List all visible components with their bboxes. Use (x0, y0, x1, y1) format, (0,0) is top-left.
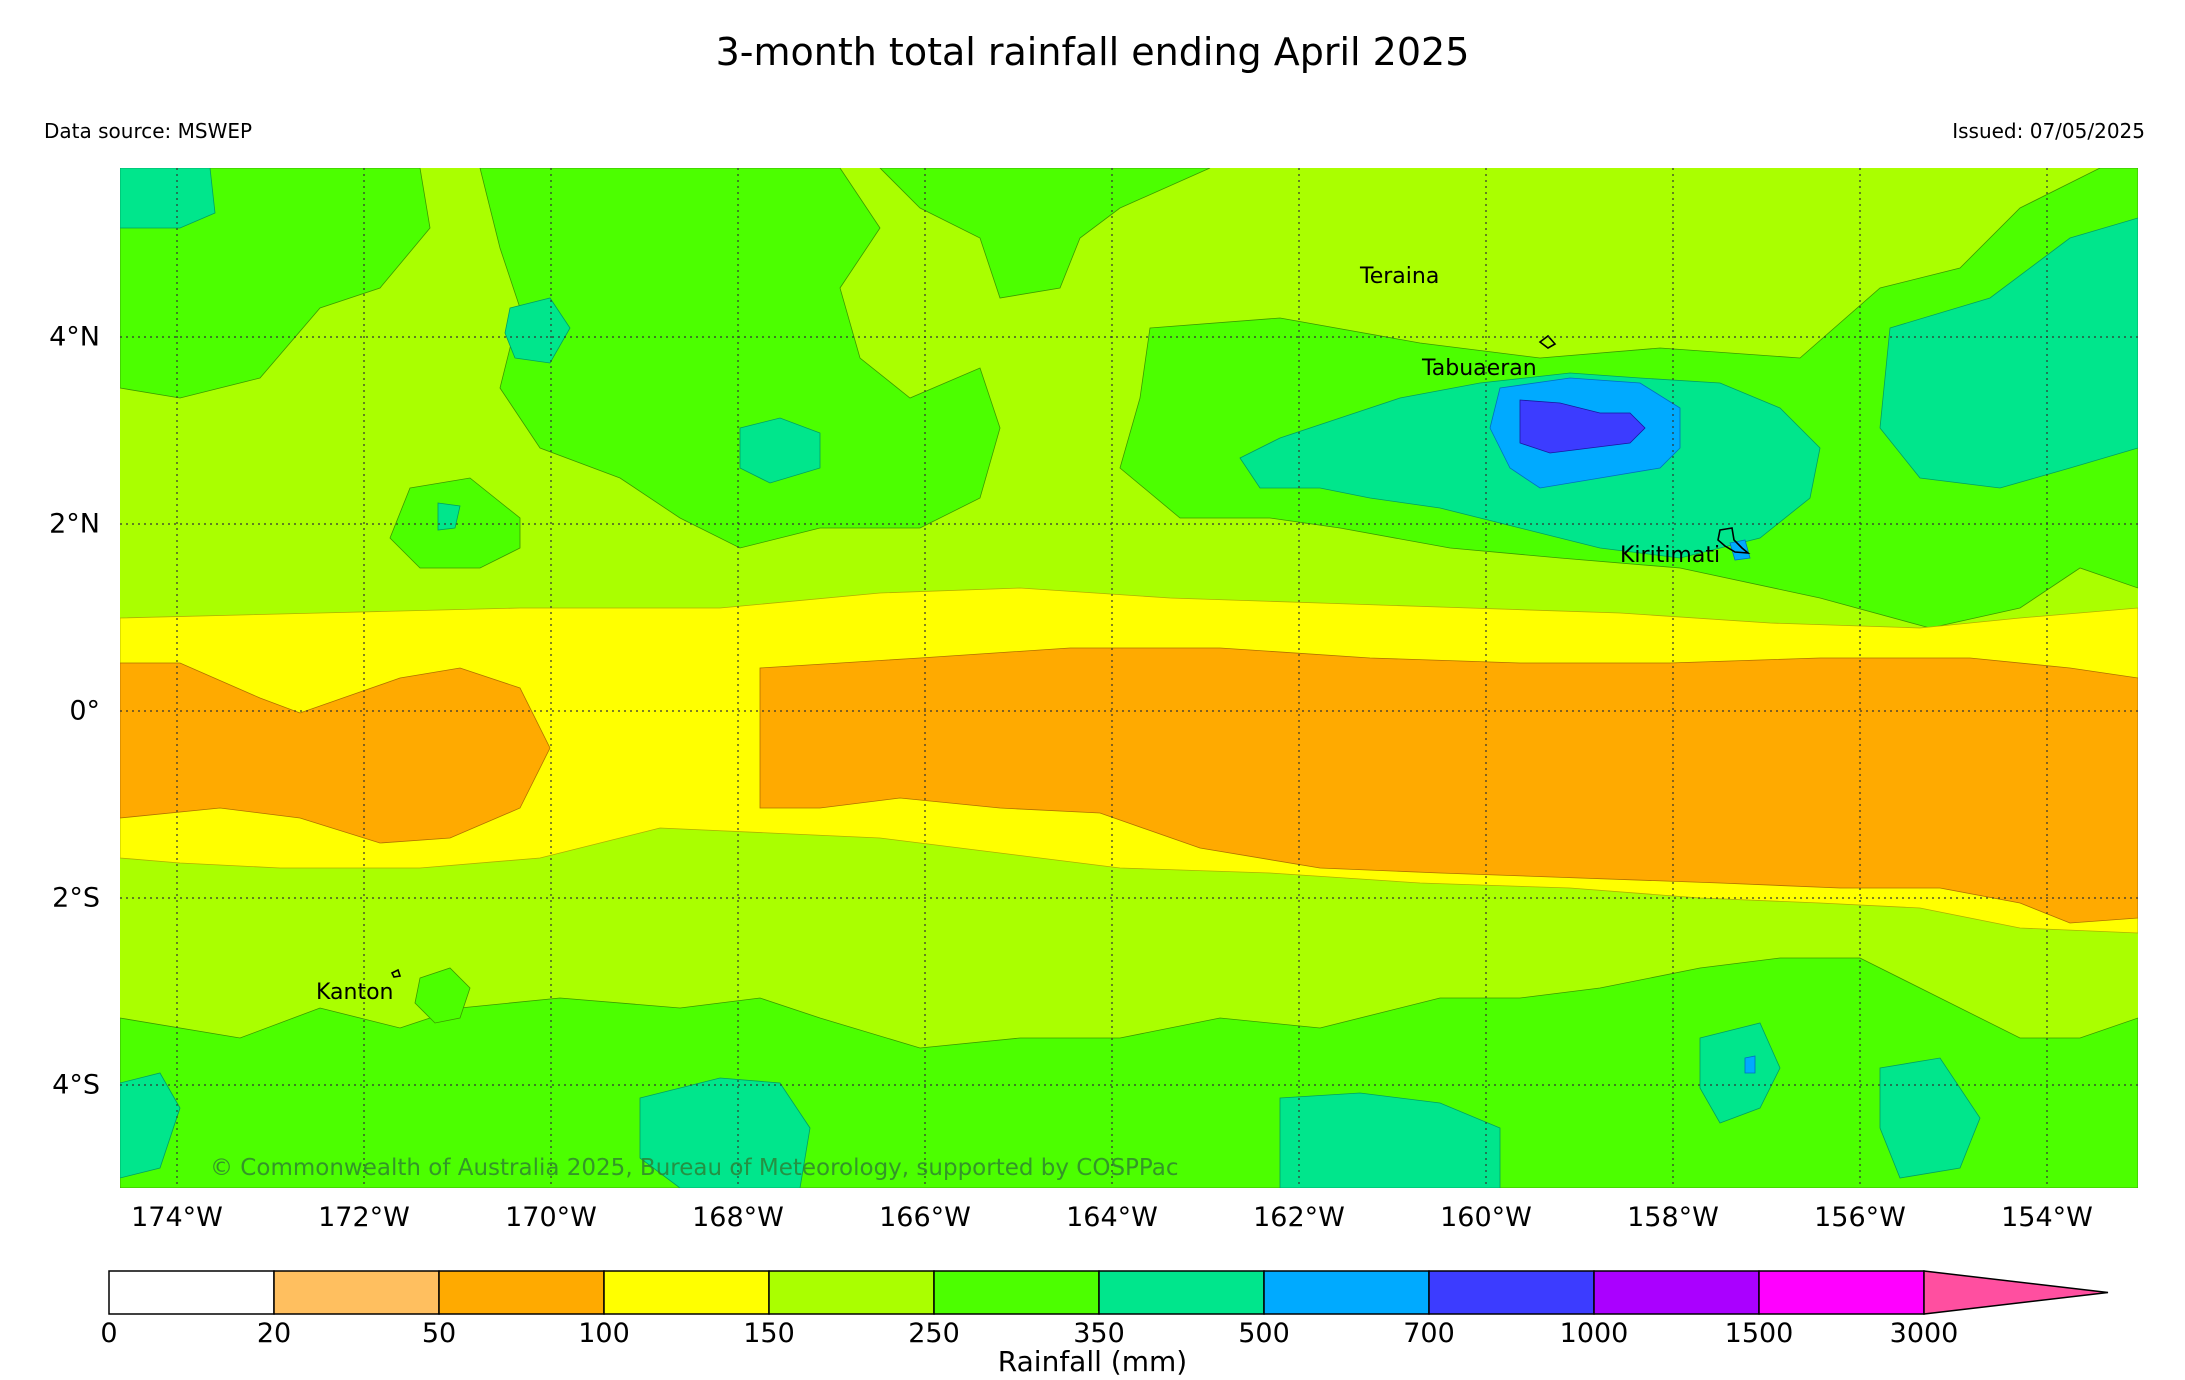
x-tick-160w: 160°W (1440, 1202, 1532, 1233)
island-outline-tabuaeran (1538, 334, 1557, 349)
rainfall-band-350-500-south-far-east (1879, 1057, 1981, 1179)
y-tick-2s: 2°S (52, 882, 100, 914)
x-tick-158w: 158°W (1627, 1202, 1719, 1233)
colorbar-swatch (1263, 1270, 1430, 1315)
place-label-kiritimati: Kiritimati (1620, 543, 1721, 568)
place-label-kanton: Kanton (316, 980, 394, 1005)
x-tick-172w: 172°W (318, 1202, 410, 1233)
colorbar-tick-label: 0 (100, 1318, 118, 1349)
x-tick-170w: 170°W (505, 1202, 597, 1233)
island-outline-kiritimati (1717, 527, 1751, 554)
colorbar-tick-label: 150 (743, 1318, 795, 1349)
place-label-teraina: Teraina (1360, 264, 1440, 289)
colorbar-swatch (1593, 1270, 1760, 1315)
colorbar-swatch (768, 1270, 935, 1315)
rainfall-band-250-350-south (120, 957, 2138, 1188)
colorbar-label: Rainfall (mm) (997, 1345, 1188, 1378)
data-source-label: Data source: MSWEP (44, 119, 253, 143)
rainfall-band-500-700-kiritimati (1729, 539, 1751, 561)
island-outline-kanton (390, 968, 402, 978)
rainfall-band-250-350-north-central (479, 168, 1001, 549)
rainfall-band-250-350-north-west (120, 168, 431, 399)
colorbar-swatches (108, 1270, 2109, 1315)
issued-date-label: Issued: 07/05/2025 (1952, 119, 2145, 143)
copyright-notice: © Commonwealth of Australia 2025, Bureau… (210, 1155, 1179, 1181)
x-tick-174w: 174°W (131, 1202, 223, 1233)
rainfall-band-350-500-west-dot (437, 502, 461, 531)
colorbar-extend-arrow (1923, 1270, 2109, 1315)
y-tick-4n: 4°N (49, 321, 100, 353)
rainfall-band-350-500-south-east (1699, 1022, 1781, 1124)
colorbar-swatch (1758, 1270, 1925, 1315)
map-gridlines (120, 168, 2138, 1188)
colorbar-swatch (273, 1270, 440, 1315)
rainfall-band-700-1000 (1519, 399, 1646, 454)
x-tick-162w: 162°W (1253, 1202, 1345, 1233)
rainfall-band-350-500-far-east (1879, 217, 2138, 489)
y-tick-4s: 4°S (52, 1069, 100, 1101)
rainfall-map (120, 168, 2138, 1188)
rainfall-band-350-500-south-west (120, 1072, 181, 1179)
colorbar-tick-label: 250 (908, 1318, 960, 1349)
colorbar-swatch (438, 1270, 605, 1315)
rainfall-band-350-500-south-central (639, 1077, 811, 1188)
colorbar-tick-label: 50 (421, 1318, 457, 1349)
colorbar-tick-label: 3000 (1889, 1318, 1959, 1349)
x-tick-164w: 164°W (1066, 1202, 1158, 1233)
y-tick-2n: 2°N (49, 508, 100, 540)
colorbar-tick-label: 500 (1238, 1318, 1290, 1349)
colorbar-tick-label: 1500 (1724, 1318, 1794, 1349)
rainfall-band-350-500-corner (120, 168, 216, 229)
place-label-tabuaeran: Tabuaeran (1422, 356, 1537, 381)
rainfall-band-350-500-small-central (739, 417, 821, 484)
rainfall-band-250-350-south-small (414, 967, 471, 1024)
colorbar-swatch (603, 1270, 770, 1315)
colorbar-swatch (933, 1270, 1100, 1315)
x-tick-154w: 154°W (2001, 1202, 2093, 1233)
rainfall-band-350-500-small-north (504, 297, 571, 364)
y-tick-0: 0° (69, 695, 100, 727)
colorbar-swatch (1098, 1270, 1265, 1315)
colorbar-tick-label: 100 (578, 1318, 630, 1349)
colorbar-tick-label: 350 (1073, 1318, 1125, 1349)
rainfall-contours (120, 168, 2138, 1188)
rainfall-band-50-100-west (120, 662, 551, 844)
colorbar-tick-label: 700 (1403, 1318, 1455, 1349)
rainfall-band-350-500-south-mid (1279, 1092, 1501, 1188)
x-tick-166w: 166°W (879, 1202, 971, 1233)
colorbar-tick-label: 1000 (1559, 1318, 1629, 1349)
colorbar (108, 1270, 2110, 1315)
colorbar-tick-label: 20 (256, 1318, 292, 1349)
colorbar-swatch (1428, 1270, 1595, 1315)
rainfall-band-500-700-south-dot (1744, 1055, 1756, 1074)
rainfall-band-250-350-north-east-a (879, 168, 1211, 299)
rainfall-band-50-100-central-east (759, 647, 2138, 924)
colorbar-swatch (108, 1270, 275, 1315)
chart-title: 3-month total rainfall ending April 2025 (715, 30, 1470, 74)
x-tick-168w: 168°W (692, 1202, 784, 1233)
x-tick-156w: 156°W (1814, 1202, 1906, 1233)
